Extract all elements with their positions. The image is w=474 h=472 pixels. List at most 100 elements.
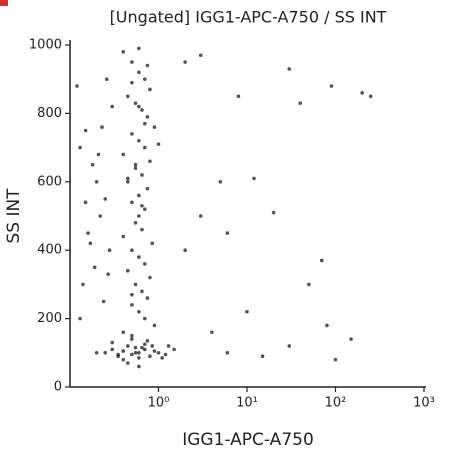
data-point (133, 221, 138, 225)
data-point (236, 94, 241, 99)
data-point (150, 241, 155, 246)
data-point (152, 349, 157, 353)
data-point (142, 316, 147, 321)
y-tick-label: 0 (54, 380, 62, 395)
data-point (121, 50, 126, 54)
data-point (88, 241, 93, 246)
data-point (148, 159, 152, 164)
data-point (106, 272, 110, 276)
data-point (137, 104, 141, 109)
y-axis-label: SS INT (4, 188, 24, 244)
data-point (121, 357, 126, 362)
chart-title: [Ungated] IGG1-APC-A750 / SS INT (110, 8, 387, 27)
data-point (75, 84, 79, 88)
data-point (121, 152, 126, 157)
data-point (307, 282, 311, 287)
y-tick-label: 1000 (29, 38, 62, 53)
data-point (126, 361, 130, 365)
data-point (94, 180, 99, 184)
data-point (183, 60, 187, 64)
data-point (103, 351, 108, 355)
data-point (140, 345, 144, 350)
data-point (140, 289, 144, 294)
x-tick-label: 10² (325, 396, 347, 411)
data-point (130, 303, 134, 307)
data-point (142, 207, 147, 211)
data-point (148, 87, 152, 92)
data-point (287, 344, 292, 348)
data-point (137, 46, 141, 51)
data-point (145, 115, 150, 119)
data-point (116, 352, 120, 357)
data-point (110, 340, 115, 345)
x-tick-label: 10³ (413, 396, 435, 411)
data-point (110, 104, 115, 109)
data-point (78, 145, 82, 150)
data-point (152, 125, 157, 129)
data-point (148, 275, 152, 280)
data-point (145, 296, 150, 300)
data-point (209, 330, 214, 335)
data-point (126, 176, 130, 181)
data-point (140, 108, 144, 112)
data-point (121, 234, 126, 239)
data-point (137, 138, 141, 143)
data-point (145, 63, 150, 68)
data-point (218, 180, 223, 184)
data-point (86, 231, 90, 235)
data-point (160, 356, 164, 360)
data-point (101, 299, 106, 304)
data-point (104, 77, 109, 81)
y-tick-label: 600 (37, 174, 62, 189)
data-point (94, 351, 99, 355)
data-point (260, 354, 265, 359)
data-point (329, 84, 334, 88)
data-point (225, 351, 230, 355)
data-point (142, 262, 147, 266)
data-point (152, 323, 157, 328)
data-point (133, 162, 138, 167)
data-point (325, 323, 329, 328)
data-point (133, 345, 138, 350)
data-point (156, 351, 161, 355)
data-point (130, 60, 134, 64)
data-point (107, 248, 112, 252)
y-tick-label: 200 (37, 311, 62, 326)
x-tick-label: 10¹ (236, 396, 258, 411)
data-point (121, 330, 126, 335)
data-point (126, 94, 130, 99)
data-point (83, 128, 88, 133)
data-point (133, 351, 138, 355)
data-point (142, 145, 147, 150)
data-point (360, 91, 364, 95)
data-point (142, 347, 147, 352)
data-point (133, 282, 138, 287)
data-point (130, 292, 134, 297)
data-point (140, 203, 144, 208)
data-point (166, 344, 171, 348)
y-tick-label: 400 (37, 243, 62, 258)
data-point (130, 248, 134, 252)
x-axis-label: IGG1-APC-A750 (182, 430, 314, 450)
data-point (156, 142, 161, 146)
data-point (90, 162, 95, 167)
data-point (163, 352, 168, 357)
data-point (142, 77, 147, 81)
data-point (245, 309, 249, 314)
data-point (145, 339, 150, 343)
data-point (126, 268, 130, 273)
data-point (137, 70, 141, 75)
data-point (133, 101, 138, 105)
data-point (140, 173, 144, 177)
data-point (83, 200, 88, 205)
data-point (130, 132, 134, 136)
data-point (145, 186, 150, 191)
data-point (271, 210, 276, 215)
data-point (98, 214, 103, 218)
data-point (137, 356, 141, 360)
data-point (130, 352, 134, 357)
data-point (137, 309, 141, 314)
data-point (126, 180, 130, 184)
data-point (225, 231, 230, 235)
